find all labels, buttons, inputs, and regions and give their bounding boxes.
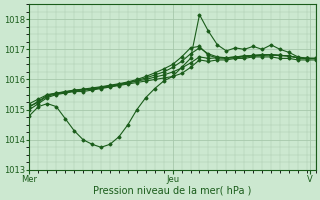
X-axis label: Pression niveau de la mer( hPa ): Pression niveau de la mer( hPa ) [93,186,252,196]
